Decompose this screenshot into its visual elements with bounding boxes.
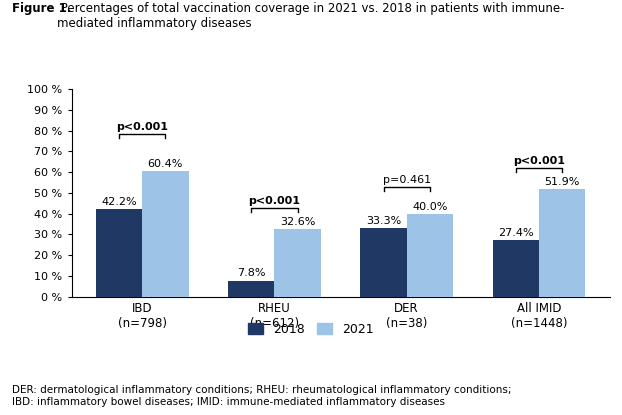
Text: 32.6%: 32.6%	[280, 217, 315, 227]
Bar	[142, 171, 188, 297]
Text: Percentages of total vaccination coverage in 2021 vs. 2018 in patients with immu: Percentages of total vaccination coverag…	[57, 2, 565, 30]
Text: 40.0%: 40.0%	[412, 202, 447, 212]
Bar	[274, 229, 321, 297]
Bar	[228, 281, 274, 297]
Text: DER: dermatological inflammatory conditions; RHEU: rheumatological inflammatory : DER: dermatological inflammatory conditi…	[12, 385, 512, 407]
Text: p<0.001: p<0.001	[513, 156, 565, 166]
Legend: 2018, 2021: 2018, 2021	[248, 323, 374, 336]
Text: p<0.001: p<0.001	[248, 196, 300, 206]
Text: 60.4%: 60.4%	[147, 159, 183, 169]
Bar	[96, 209, 142, 297]
Bar	[407, 214, 453, 297]
Text: p=0.461: p=0.461	[383, 175, 430, 185]
Text: 7.8%: 7.8%	[237, 269, 266, 278]
Text: 27.4%: 27.4%	[498, 228, 534, 238]
Bar	[360, 227, 407, 297]
Bar	[539, 189, 585, 297]
Text: Figure 1.: Figure 1.	[12, 2, 72, 15]
Text: p<0.001: p<0.001	[116, 122, 169, 132]
Text: 42.2%: 42.2%	[101, 197, 137, 207]
Text: 51.9%: 51.9%	[544, 177, 580, 187]
Bar	[493, 240, 539, 297]
Text: 33.3%: 33.3%	[366, 215, 401, 226]
